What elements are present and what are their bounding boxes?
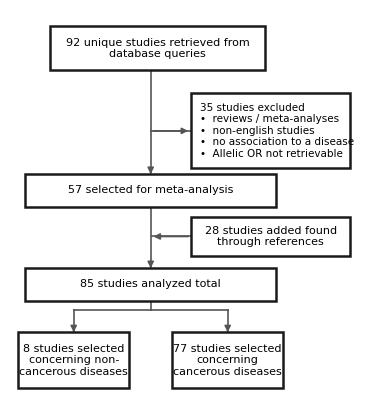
Text: 35 studies excluded
•  reviews / meta-analyses
•  non-english studies
•  no asso: 35 studies excluded • reviews / meta-ana… <box>200 103 354 159</box>
FancyBboxPatch shape <box>25 268 276 301</box>
Text: 28 studies added found
through references: 28 studies added found through reference… <box>204 226 337 247</box>
Text: 8 studies selected
concerning non-
cancerous diseases: 8 studies selected concerning non- cance… <box>19 344 128 377</box>
Text: 57 selected for meta-analysis: 57 selected for meta-analysis <box>68 185 233 195</box>
FancyBboxPatch shape <box>172 332 283 388</box>
Text: 77 studies selected
concerning
cancerous diseases: 77 studies selected concerning cancerous… <box>173 344 282 377</box>
Text: 92 unique studies retrieved from
database queries: 92 unique studies retrieved from databas… <box>66 38 250 59</box>
FancyBboxPatch shape <box>18 332 129 388</box>
FancyBboxPatch shape <box>191 217 350 256</box>
Text: 85 studies analyzed total: 85 studies analyzed total <box>80 280 221 290</box>
FancyBboxPatch shape <box>25 174 276 207</box>
FancyBboxPatch shape <box>191 94 350 168</box>
FancyBboxPatch shape <box>50 26 265 70</box>
